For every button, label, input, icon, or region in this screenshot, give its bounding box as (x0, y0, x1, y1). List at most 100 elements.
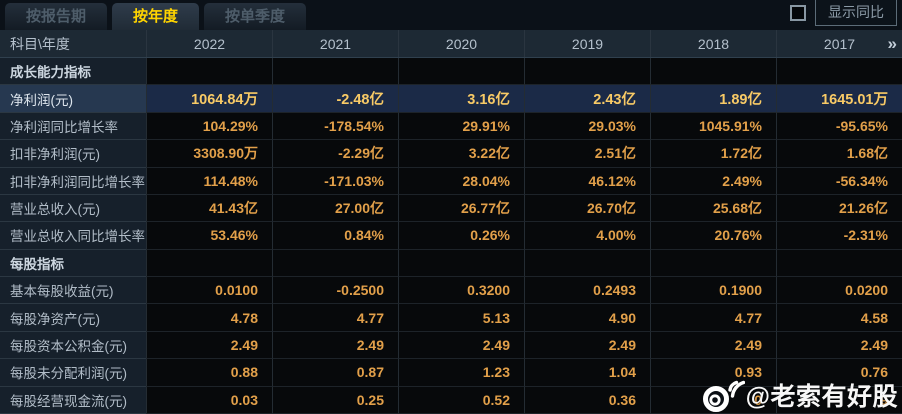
value-cell: 0.84% (272, 222, 398, 250)
show-yoy-button[interactable]: 显示同比 (815, 0, 897, 26)
value-cell: 4.77 (272, 304, 398, 332)
table-row[interactable]: 营业总收入(元) 41.43亿 27.00亿 26.77亿 26.70亿 25.68亿 21… (0, 194, 902, 223)
value-cell: -0.2500 (272, 277, 398, 305)
tab-by-year[interactable]: 按年度 (112, 3, 200, 30)
row-label: 扣非净利润(元) (0, 140, 146, 168)
table-row[interactable]: 每股经营现金流(元) 0.03 0.25 0.52 0.36 0 9 (0, 386, 902, 414)
value-cell (650, 249, 776, 277)
table-row[interactable]: 扣非净利润(元) 3308.90万 -2.29亿 3.22亿 2.51亿 1.72亿 1.6… (0, 140, 902, 168)
value-cell: 0.3200 (398, 277, 524, 305)
show-yoy-checkbox[interactable] (790, 4, 806, 21)
value-cell: 41.43亿 (146, 194, 272, 223)
value-cell: 2.51亿 (524, 140, 650, 168)
value-cell (398, 58, 524, 86)
value-cell: 3.16亿 (398, 85, 524, 113)
value-cell: 29.91% (398, 112, 524, 141)
value-cell: 0.88 (146, 359, 272, 387)
value-cell: 0.03 (146, 386, 272, 414)
value-cell: 26.70亿 (524, 194, 650, 223)
value-cell (776, 249, 902, 277)
column-header-2021: 2021 (272, 30, 398, 57)
value-cell: 104.29% (146, 112, 272, 141)
value-cell: 4.90 (524, 304, 650, 332)
value-cell: 2.49 (776, 331, 902, 360)
value-cell: -2.29亿 (272, 140, 398, 168)
tab-by-report-period[interactable]: 按报告期 (5, 3, 108, 30)
value-cell: 4.58 (776, 304, 902, 332)
value-cell: 25.68亿 (650, 194, 776, 223)
value-cell: 21.26亿 (776, 194, 902, 223)
value-cell: 0.93 (650, 359, 776, 387)
section-header-row: 成长能力指标 (0, 58, 902, 86)
value-cell (776, 58, 902, 86)
column-header-2020: 2020 (398, 30, 524, 57)
row-label: 每股资本公积金(元) (0, 331, 146, 360)
row-label: 每股经营现金流(元) (0, 386, 146, 414)
value-cell: 0.87 (272, 359, 398, 387)
value-cell: 1.04 (524, 359, 650, 387)
tab-by-single-quarter[interactable]: 按单季度 (204, 3, 307, 30)
table-row[interactable]: 每股未分配利润(元) 0.88 0.87 1.23 1.04 0.93 0.76 (0, 359, 902, 387)
value-cell: 2.49% (650, 167, 776, 195)
value-cell: 2.49 (650, 331, 776, 360)
table-header-row: 科目\年度 2022 2021 2020 2019 2018 2017» (0, 30, 902, 58)
value-cell: 114.48% (146, 167, 272, 195)
row-label: 每股净资产(元) (0, 304, 146, 332)
table-row[interactable]: 扣非净利润同比增长率 114.48% -171.03% 28.04% 46.12% 2.4… (0, 167, 902, 195)
table-row[interactable]: 每股资本公积金(元) 2.49 2.49 2.49 2.49 2.49 2.49 (0, 331, 902, 360)
value-cell: 1.68亿 (776, 140, 902, 168)
value-cell (272, 58, 398, 86)
value-cell: 2.49 (146, 331, 272, 360)
corner-header-label: 科目\年度 (10, 35, 70, 52)
value-cell: 0.52 (398, 386, 524, 414)
value-cell: 53.46% (146, 222, 272, 250)
value-cell: 0.25 (272, 386, 398, 414)
section-header-row: 每股指标 (0, 249, 902, 277)
value-cell: 0.36 (524, 386, 650, 414)
table-row[interactable]: 营业总收入同比增长率 53.46% 0.84% 0.26% 4.00% 20.76% -2.… (0, 222, 902, 250)
value-cell (524, 58, 650, 86)
value-cell: 4.77 (650, 304, 776, 332)
value-cell: 0.76 (776, 359, 902, 387)
value-cell: -178.54% (272, 112, 398, 141)
value-cell: 3.22亿 (398, 140, 524, 168)
more-columns-icon[interactable]: » (887, 33, 897, 53)
value-cell (524, 249, 650, 277)
row-label: 每股未分配利润(元) (0, 359, 146, 387)
period-tabbar: 按报告期 按年度 按单季度 显示同比 (0, 0, 902, 30)
value-cell: 2.49 (272, 331, 398, 360)
show-yoy-control: 显示同比 (790, 0, 902, 26)
value-cell: -2.31% (776, 222, 902, 250)
value-cell: 26.77亿 (398, 194, 524, 223)
table-row[interactable]: 每股净资产(元) 4.78 4.77 5.13 4.90 4.77 4.58 (0, 304, 902, 332)
value-cell (146, 58, 272, 86)
value-cell: -56.34% (776, 167, 902, 195)
row-label: 每股指标 (0, 249, 146, 277)
value-cell: 1.23 (398, 359, 524, 387)
table-row[interactable]: 净利润(元) 1064.84万 -2.48亿 3.16亿 2.43亿 1.89亿 1645.… (0, 85, 902, 113)
value-cell: 1645.01万 (776, 85, 902, 113)
value-cell: 4.78 (146, 304, 272, 332)
value-cell: 1045.91% (650, 112, 776, 141)
column-header-2022: 2022 (146, 30, 272, 57)
value-cell: 2.49 (524, 331, 650, 360)
table-row[interactable]: 净利润同比增长率 104.29% -178.54% 29.91% 29.03% 1045.… (0, 112, 902, 141)
value-cell: 2.43亿 (524, 85, 650, 113)
value-cell: -95.65% (776, 112, 902, 141)
table-row[interactable]: 基本每股收益(元) 0.0100 -0.2500 0.3200 0.2493 0.1900… (0, 277, 902, 305)
value-cell: 29.03% (524, 112, 650, 141)
value-cell (398, 249, 524, 277)
row-label: 扣非净利润同比增长率 (0, 167, 146, 195)
value-cell: 2.49 (398, 331, 524, 360)
row-label: 基本每股收益(元) (0, 277, 146, 305)
value-cell: 27.00亿 (272, 194, 398, 223)
value-cell (272, 249, 398, 277)
value-cell: 0.0100 (146, 277, 272, 305)
value-cell: -171.03% (272, 167, 398, 195)
value-cell (146, 249, 272, 277)
value-cell: 1064.84万 (146, 85, 272, 113)
row-label: 营业总收入(元) (0, 194, 146, 223)
value-cell: 5.13 (398, 304, 524, 332)
value-cell: 28.04% (398, 167, 524, 195)
